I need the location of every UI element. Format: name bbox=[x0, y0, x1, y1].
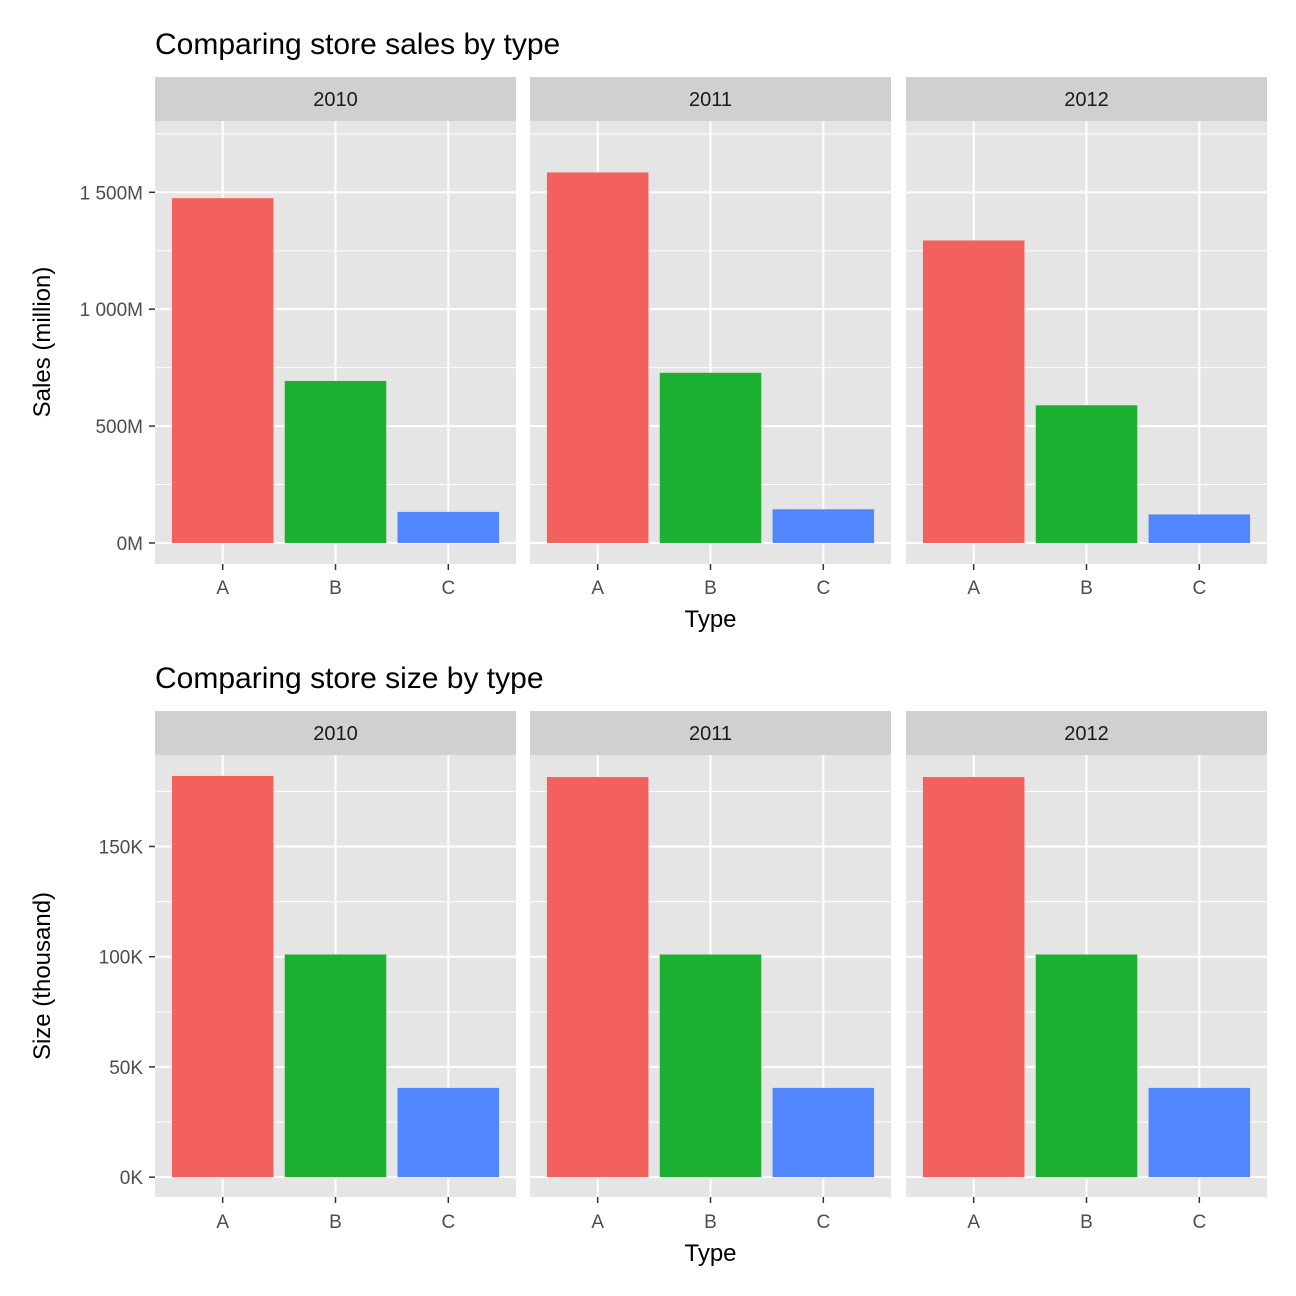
facet-strip-label: 2011 bbox=[689, 723, 732, 745]
x-tick-label: A bbox=[967, 578, 980, 599]
y-tick-label: 0K bbox=[120, 1168, 144, 1189]
bar-A bbox=[922, 777, 1025, 1178]
bar-C bbox=[1148, 514, 1251, 543]
x-tick-label: B bbox=[704, 578, 717, 599]
chart-title: Comparing store sales by type bbox=[155, 28, 560, 61]
y-axis-title: Size (thousand) bbox=[29, 892, 56, 1060]
bar-C bbox=[1148, 1087, 1251, 1178]
facet-strip bbox=[155, 77, 516, 121]
bar-C bbox=[397, 511, 500, 543]
x-tick-label: C bbox=[816, 578, 830, 599]
x-tick-label: C bbox=[441, 578, 455, 599]
bar-C bbox=[397, 1087, 500, 1178]
facet-strip bbox=[530, 77, 891, 121]
facet-strip bbox=[530, 711, 891, 755]
x-tick-label: A bbox=[967, 1212, 980, 1233]
facet-strip bbox=[906, 711, 1267, 755]
bar-C bbox=[772, 1087, 875, 1178]
facet-panel-2012: 2012 A B C bbox=[906, 77, 1267, 599]
x-tick-label: C bbox=[1192, 578, 1206, 599]
facet-strip bbox=[906, 77, 1267, 121]
bar-A bbox=[171, 775, 274, 1178]
facet-panel-2010: 2010 A B C bbox=[155, 711, 516, 1233]
x-axis-title: Type bbox=[684, 1240, 736, 1267]
y-tick-label: 500M bbox=[95, 417, 143, 438]
facet-strip-label: 2012 bbox=[1064, 89, 1109, 111]
facet-strip-label: 2010 bbox=[313, 89, 358, 111]
x-tick-label: B bbox=[1080, 1212, 1093, 1233]
y-tick-label: 1 500M bbox=[80, 183, 143, 204]
chart-title: Comparing store size by type bbox=[155, 662, 544, 695]
x-tick-label: C bbox=[1192, 1212, 1206, 1233]
bar-B bbox=[659, 954, 762, 1178]
bar-A bbox=[171, 198, 274, 543]
x-tick-label: B bbox=[329, 578, 342, 599]
bar-B bbox=[284, 380, 387, 543]
facet-strip-label: 2011 bbox=[689, 89, 732, 111]
bar-B bbox=[659, 372, 762, 543]
facet-panel-2012: 2012 A B C bbox=[906, 711, 1267, 1233]
bar-A bbox=[546, 172, 649, 543]
x-tick-label: A bbox=[591, 1212, 604, 1233]
facet-strip bbox=[155, 711, 516, 755]
x-axis-title: Type bbox=[684, 606, 736, 633]
x-tick-label: A bbox=[216, 578, 229, 599]
facet-strip-label: 2012 bbox=[1064, 723, 1109, 745]
bar-C bbox=[772, 509, 875, 543]
facet-panel-2011: 2011 A B C bbox=[530, 711, 891, 1233]
bar-A bbox=[922, 240, 1025, 543]
x-tick-label: B bbox=[1080, 578, 1093, 599]
y-tick-label: 50K bbox=[109, 1058, 143, 1079]
y-tick-label: 1 000M bbox=[80, 300, 143, 321]
facet-panel-2011: 2011 A B C bbox=[530, 77, 891, 599]
bar-A bbox=[546, 777, 649, 1178]
facet-panel-2010: 2010 A B C bbox=[155, 77, 516, 599]
x-tick-label: A bbox=[216, 1212, 229, 1233]
x-tick-label: C bbox=[441, 1212, 455, 1233]
size-chart: Comparing store size by type Size (thousa… bbox=[29, 662, 1267, 1267]
bar-B bbox=[1035, 954, 1138, 1178]
x-tick-label: B bbox=[329, 1212, 342, 1233]
sales-chart: Comparing store sales by type Sales (mill… bbox=[29, 28, 1267, 633]
y-tick-label: 150K bbox=[99, 837, 144, 858]
x-tick-label: C bbox=[816, 1212, 830, 1233]
facet-strip-label: 2010 bbox=[313, 723, 358, 745]
x-tick-label: B bbox=[704, 1212, 717, 1233]
bar-B bbox=[1035, 405, 1138, 543]
y-axis-title: Sales (million) bbox=[29, 267, 56, 418]
x-tick-label: A bbox=[591, 578, 604, 599]
y-tick-label: 0M bbox=[117, 534, 143, 555]
y-tick-label: 100K bbox=[99, 948, 144, 969]
bar-B bbox=[284, 954, 387, 1178]
